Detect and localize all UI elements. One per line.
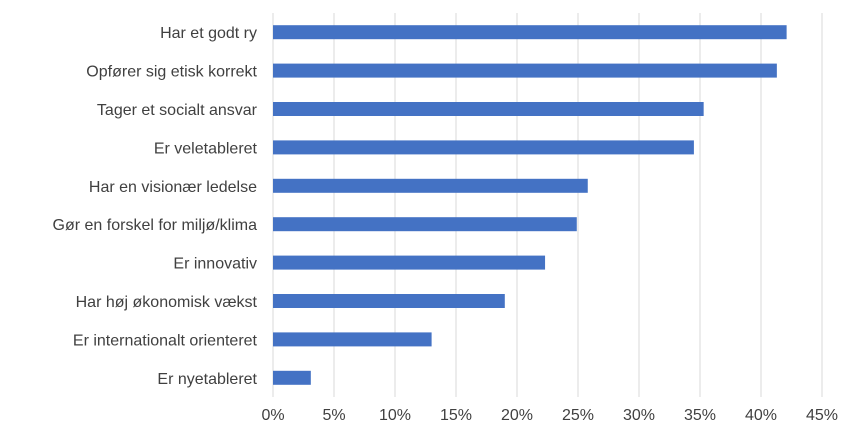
bars (273, 25, 787, 385)
x-tick-label: 35% (684, 407, 716, 424)
category-label: Opfører sig etisk korrekt (86, 64, 257, 81)
bar (273, 255, 546, 270)
category-label: Har en visionær ledelse (89, 179, 257, 196)
category-label: Har et godt ry (160, 25, 257, 42)
category-label: Gør en forskel for miljø/klima (53, 217, 258, 234)
category-labels: Har et godt ry Opfører sig etisk korrekt T… (53, 25, 258, 388)
bar (273, 217, 577, 232)
bar (273, 102, 704, 116)
x-tick-label: 25% (562, 407, 594, 424)
x-tick-label: 0% (261, 407, 284, 424)
x-tick-label: 40% (745, 407, 777, 424)
bar (273, 332, 432, 347)
bar (273, 178, 588, 193)
category-label: Er internationalt orienteret (73, 332, 258, 349)
x-tick-label: 30% (623, 407, 655, 424)
category-label: Er innovativ (173, 256, 257, 273)
x-tick-label: 20% (501, 407, 533, 424)
category-label: Er nyetableret (157, 371, 257, 388)
x-tick-label: 10% (379, 407, 411, 424)
bar (273, 63, 777, 78)
x-tick-label: 5% (322, 407, 345, 424)
category-label: Har høj økonomisk vækst (76, 294, 258, 311)
category-label: Tager et socialt ansvar (97, 102, 258, 119)
bar (273, 370, 311, 385)
bar (273, 140, 694, 155)
bar (273, 294, 505, 308)
x-tick-label: 15% (440, 407, 472, 424)
bar (273, 25, 787, 40)
x-axis-tick-labels: 0% 5% 10% 15% 20% 25% 30% 35% 40% 45% (261, 407, 838, 424)
x-tick-label: 45% (806, 407, 838, 424)
category-label: Er veletableret (154, 140, 258, 157)
